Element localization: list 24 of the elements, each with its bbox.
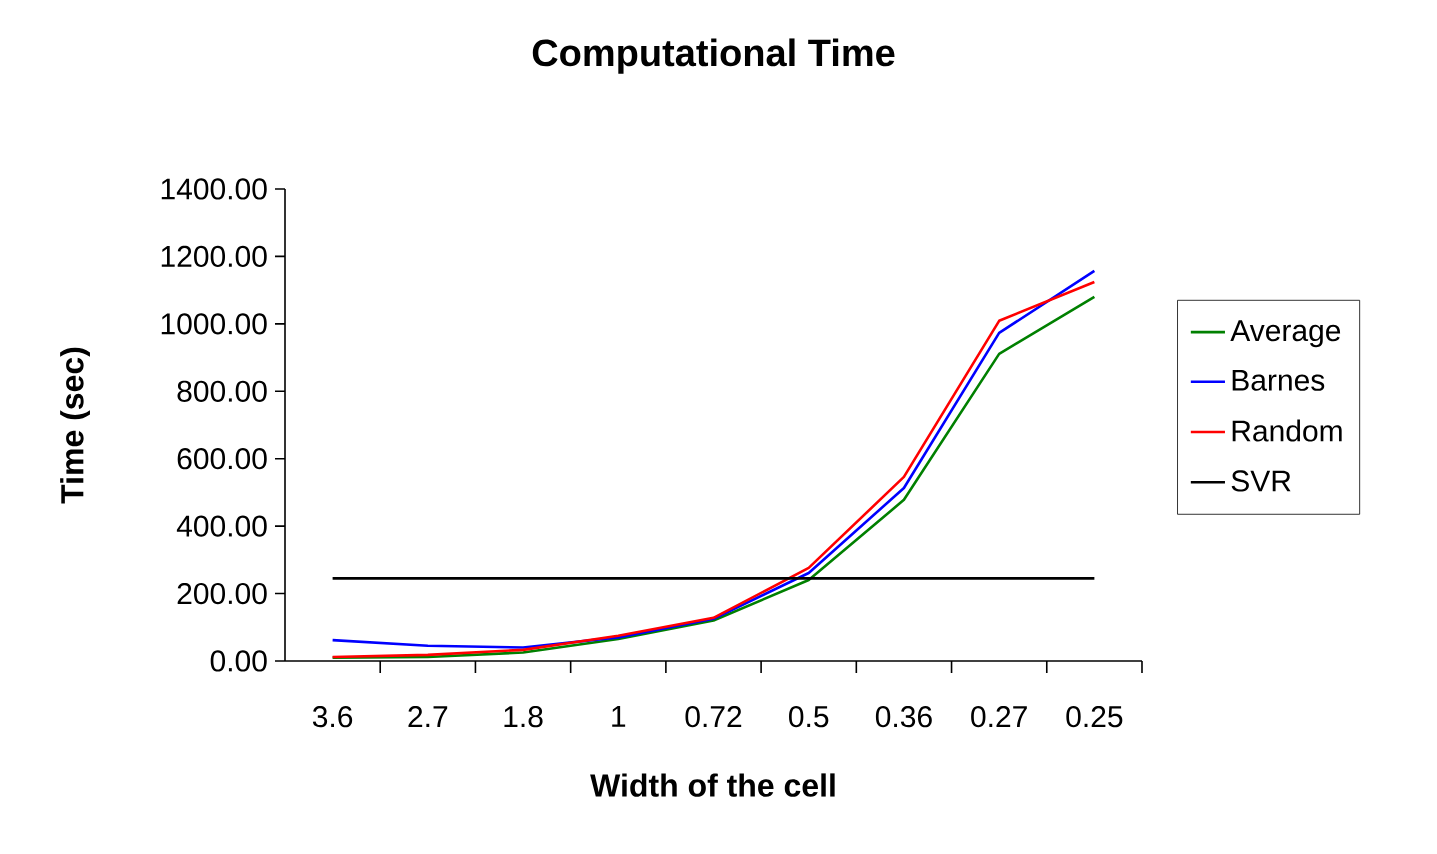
y-tick-label: 200.00 [177, 582, 267, 605]
y-tick-label: 1200.00 [161, 245, 267, 268]
x-tick-label: 3.6 [312, 706, 353, 728]
x-tick-label: 1.8 [504, 706, 543, 728]
y-tick-label: 1400.00 [161, 178, 267, 200]
y-tick-label: 600.00 [177, 448, 267, 470]
y-tick-label: 0.00 [210, 650, 267, 672]
legend-label: Average [1230, 320, 1341, 348]
x-tick-label: 0.5 [789, 706, 829, 728]
y-axis-title: Time (sec) [60, 347, 90, 504]
y-tick-label: 1000.00 [161, 313, 267, 335]
x-tick-label: 0.72 [685, 706, 742, 728]
legend-label: Random [1232, 419, 1342, 442]
x-tick-label: 0.25 [1066, 706, 1123, 728]
x-tick-label: 1 [612, 706, 626, 727]
legend-label: SVR [1231, 470, 1291, 492]
x-tick-label: 2.7 [408, 706, 448, 727]
y-tick-label: 800.00 [177, 380, 267, 402]
x-axis-title: Width of the cell [590, 773, 835, 797]
chart-title: Computational Time [532, 38, 895, 74]
legend-label: Barnes [1232, 369, 1325, 391]
x-tick-label: 0.27 [971, 706, 1027, 728]
y-tick-label: 400.00 [176, 515, 267, 537]
x-tick-label: 0.36 [875, 706, 932, 728]
